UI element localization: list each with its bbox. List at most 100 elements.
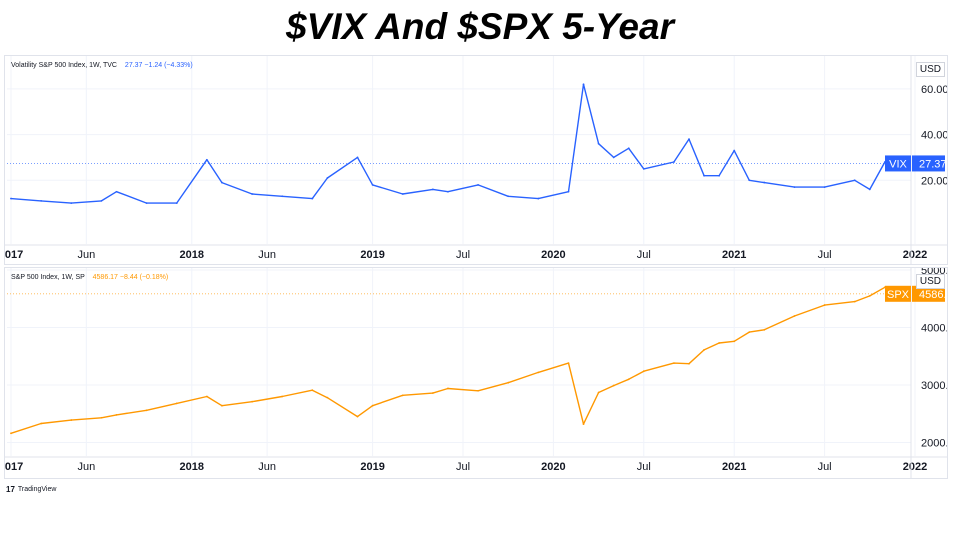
spx-data-point bbox=[688, 362, 690, 365]
spx-data-point bbox=[356, 415, 359, 418]
spx-data-point bbox=[477, 389, 479, 392]
vix-chart: 20.00 40.00 60.00 2017 Jun 2018 Jun 2019 Jul 2020… bbox=[0, 56, 949, 264]
vix-last-value-label: 27.37 bbox=[919, 158, 947, 170]
vix-series-line bbox=[10, 83, 900, 204]
vix-data-point bbox=[537, 197, 540, 200]
spx-data-point bbox=[145, 409, 148, 412]
vix-data-point bbox=[311, 197, 314, 200]
vix-data-point bbox=[868, 188, 871, 191]
spx-y-tick-label: 2000.00 bbox=[921, 438, 947, 450]
vix-x-tick-label: 2018 bbox=[180, 249, 204, 261]
spx-data-point bbox=[251, 400, 253, 403]
vix-tag-box bbox=[885, 155, 911, 172]
vix-data-point bbox=[175, 202, 178, 205]
spx-data-point bbox=[537, 371, 540, 374]
spx-data-point bbox=[582, 423, 585, 425]
vix-data-point bbox=[673, 161, 675, 163]
tradingview-watermark: TradingView bbox=[17, 486, 57, 493]
vix-currency-label[interactable]: USD bbox=[915, 62, 945, 77]
vix-data-point bbox=[10, 197, 12, 200]
spx-data-point bbox=[793, 315, 796, 317]
vix-legend-change: −1.24 (−4.33%) bbox=[144, 62, 193, 69]
spx-data-point bbox=[40, 422, 43, 425]
spx-legend-last: 4586.17 bbox=[92, 274, 118, 281]
spx-data-point bbox=[221, 404, 223, 407]
spx-y-tick-label: 3000.00 bbox=[921, 380, 947, 392]
spx-x-tick-label: 2020 bbox=[541, 461, 565, 473]
vix-x-tick-label: Jul bbox=[818, 249, 832, 261]
spx-data-point bbox=[567, 362, 570, 365]
spx-data-point bbox=[627, 378, 630, 381]
spx-data-point bbox=[281, 395, 284, 398]
vix-data-point bbox=[582, 83, 585, 86]
spx-last-value-box bbox=[912, 285, 945, 302]
vix-chart-panel[interactable]: Volatility S&P 500 Index, 1W, TVC 27.37 … bbox=[0, 55, 949, 265]
spx-x-tick-label: Jul bbox=[456, 461, 470, 473]
spx-data-point bbox=[853, 300, 856, 303]
vix-data-point bbox=[703, 174, 705, 177]
vix-y-tick-label: 20.00 bbox=[921, 175, 947, 187]
spx-chart-panel[interactable]: S&P 500 Index, 1W, SP 4586.17 −8.44 (−0.… bbox=[0, 260, 960, 479]
vix-data-point bbox=[853, 179, 856, 182]
vix-x-tick-label: 2022 bbox=[903, 249, 927, 261]
spx-data-point bbox=[642, 370, 645, 373]
vix-data-point bbox=[763, 181, 766, 184]
vix-data-point bbox=[793, 186, 796, 189]
vix-x-tick-label: 2017 bbox=[5, 249, 23, 261]
vix-data-point bbox=[733, 149, 736, 152]
spx-x-tick-label: 2017 bbox=[5, 461, 23, 473]
vix-data-point bbox=[748, 179, 751, 182]
vix-data-point bbox=[507, 195, 510, 198]
vix-data-point bbox=[70, 202, 73, 205]
vix-data-point bbox=[718, 174, 721, 177]
spx-currency-label[interactable]: USD bbox=[915, 274, 945, 289]
vix-y-tick-label: 60.00 bbox=[921, 84, 947, 96]
vix-data-point bbox=[401, 193, 404, 195]
vix-data-point bbox=[251, 193, 253, 195]
vix-x-tick-label: Jun bbox=[77, 249, 95, 261]
vix-x-tick-label: 2021 bbox=[722, 249, 746, 261]
vix-tag-label: VIX bbox=[889, 158, 907, 170]
vix-data-point bbox=[145, 202, 148, 205]
vix-x-tick-label: 2019 bbox=[360, 249, 384, 261]
vix-x-tick-label: 2020 bbox=[541, 249, 565, 261]
vix-data-point bbox=[115, 190, 118, 193]
spx-series-line bbox=[10, 286, 901, 434]
vix-data-point bbox=[642, 167, 645, 170]
vix-data-point bbox=[612, 156, 615, 159]
vix-data-point bbox=[447, 190, 449, 193]
vix-last-value-box bbox=[912, 155, 945, 172]
vix-x-tick-label: Jun bbox=[258, 249, 276, 261]
spx-x-tick-label: 2021 bbox=[722, 461, 746, 473]
spx-data-point bbox=[597, 391, 600, 394]
spx-tag-label: SPX bbox=[887, 289, 910, 301]
spx-data-point bbox=[763, 328, 766, 331]
spx-data-point bbox=[447, 387, 449, 390]
spx-data-point bbox=[401, 394, 404, 397]
spx-last-value-label: 4586.17 bbox=[919, 289, 947, 301]
spx-data-point bbox=[371, 404, 374, 407]
tradingview-logo-icon: 17 bbox=[6, 485, 15, 494]
spx-x-tick-label: 2022 bbox=[903, 461, 927, 473]
spx-data-point bbox=[100, 416, 103, 419]
vix-data-point bbox=[281, 195, 284, 198]
vix-data-point bbox=[356, 156, 359, 159]
vix-data-point bbox=[823, 186, 826, 189]
vix-x-tick-label: Jul bbox=[637, 249, 651, 261]
slide-title: $VIX And $SPX 5-Year bbox=[286, 6, 674, 47]
vix-data-point bbox=[326, 177, 329, 179]
vix-legend-label: Volatility S&P 500 Index, 1W, TVC bbox=[11, 62, 117, 69]
vix-legend: Volatility S&P 500 Index, 1W, TVC 27.37 … bbox=[11, 62, 193, 69]
vix-data-point bbox=[371, 183, 374, 186]
spx-data-point bbox=[70, 419, 73, 421]
spx-x-tick-label: 2018 bbox=[180, 461, 204, 473]
spx-data-point bbox=[718, 342, 721, 344]
spx-data-point bbox=[868, 294, 871, 297]
spx-data-point bbox=[748, 331, 751, 333]
spx-x-tick-label: Jun bbox=[77, 461, 95, 473]
spx-data-point bbox=[823, 304, 826, 306]
spx-data-point bbox=[612, 384, 615, 387]
spx-legend-change: −8.44 (−0.18%) bbox=[119, 274, 169, 281]
vix-x-tick-label: Jul bbox=[456, 249, 470, 261]
vix-data-point bbox=[100, 199, 103, 202]
